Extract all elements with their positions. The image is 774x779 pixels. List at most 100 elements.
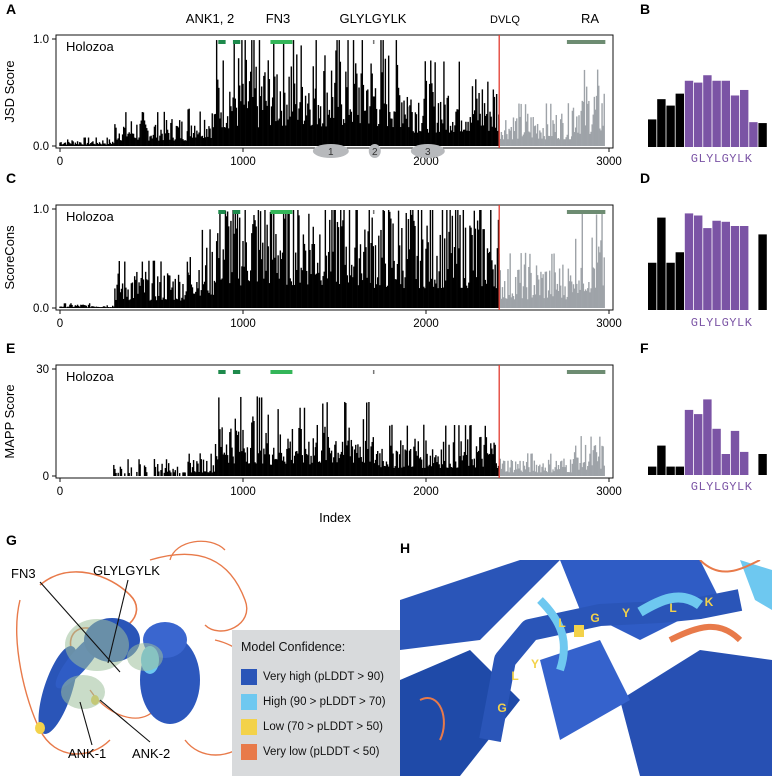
motif-bar (657, 217, 666, 310)
blue-sheet (400, 560, 560, 650)
motif-bar (648, 466, 657, 475)
x-axis-label: Index (319, 510, 351, 525)
score-bars (59, 40, 605, 146)
panel-letter-h: H (400, 540, 410, 556)
motif-bar (694, 82, 703, 147)
callout-line (99, 699, 151, 743)
motif-sequence-label: GLYLGYLK (691, 152, 753, 166)
jsd-score-track: Holozoa 0.0 1.0 JSD Score 0 1000 2000 3000 1 2 3 (2, 34, 622, 168)
legend-title: Model Confidence: (241, 640, 346, 654)
light-blue-loop (740, 560, 772, 610)
motif-sequence-label: GLYLGYLK (691, 316, 753, 330)
motif-bar (758, 123, 767, 147)
mapp-motif-bars: GLYLGYLK (648, 399, 767, 494)
motif-bar (684, 80, 694, 147)
x-tick-label: 0 (57, 486, 63, 498)
legend-item-low: Low (70 > pLDDT > 50) (241, 719, 383, 735)
motif-bar (712, 80, 721, 147)
model-confidence-legend: Model Confidence: Very high (pLDDT > 90)… (232, 630, 400, 776)
structure-panel-h: GLYL G Y L K (400, 560, 772, 776)
residue-label: Y (622, 606, 630, 620)
x-tick-label: 0 (57, 156, 63, 168)
light-blue-loop (637, 592, 703, 617)
region-marker-label: 3 (425, 147, 431, 158)
loop-region (169, 540, 226, 561)
jsd-motif-bars: GLYLGYLK (648, 75, 767, 166)
motif-sequence-label: GLYLGYLK (691, 480, 753, 494)
loop-region (149, 553, 248, 632)
x-tick-label: 1000 (230, 318, 256, 330)
motif-bar (675, 466, 684, 475)
x-tick-label: 3000 (596, 156, 622, 168)
motif-bar (666, 466, 675, 475)
x-tick-label: 3000 (596, 318, 622, 330)
label-glylgylk: GLYLGYLK (93, 563, 160, 578)
region-marker-label: 1 (328, 147, 334, 158)
ank-highlight (61, 675, 105, 709)
clade-label: Holozoa (66, 209, 114, 224)
legend-label: Very low (pLDDT < 50) (263, 746, 380, 758)
glyl-marker (372, 370, 375, 374)
motif-bar (675, 93, 684, 147)
motif-bar (648, 262, 657, 310)
ank1-domain-bar (218, 210, 226, 214)
motif-bar (666, 105, 675, 147)
region-marker (410, 144, 445, 158)
blue-sheet (620, 650, 772, 776)
low-swatch (241, 719, 257, 735)
region-marker (368, 144, 381, 158)
domain-label-ank: ANK1, 2 (186, 11, 234, 26)
motif-bar (703, 75, 712, 147)
motif-bar (657, 99, 666, 147)
motif-bar (730, 226, 740, 310)
glyl-marker (372, 40, 375, 44)
motif-bar (648, 119, 657, 147)
x-tick-label: 0 (57, 318, 63, 330)
domain-label-ra: RA (581, 11, 599, 26)
score-bars (59, 209, 605, 308)
legend-label: Very high (pLDDT > 90) (263, 671, 384, 683)
residue-label: K (705, 595, 714, 609)
domain-label-dvlq: DVLQ (490, 14, 520, 26)
label-ank-1: ANK-1 (68, 746, 106, 761)
legend-item-very-high: Very high (pLDDT > 90) (241, 669, 384, 685)
motif-bar (740, 89, 749, 147)
motif-bar (712, 220, 721, 310)
x-tick-label: 2000 (413, 156, 439, 168)
motif-bar (675, 252, 684, 310)
motif-strand (479, 589, 743, 743)
ra-domain-bar (566, 210, 606, 214)
motif-bar (730, 95, 740, 147)
motif-bar (758, 234, 767, 310)
low-confidence-region (35, 722, 45, 734)
orange-loop (699, 560, 761, 573)
motif-bar (740, 226, 749, 310)
motif-bar (703, 228, 712, 310)
panel-letter-e: E (6, 340, 15, 356)
fn3-domain-bar (270, 40, 293, 44)
y-tick-label: 30 (36, 364, 49, 376)
label-fn3: FN3 (11, 566, 36, 581)
motif-bar (666, 262, 675, 310)
motif-bar (758, 454, 767, 475)
callout-line (79, 701, 93, 746)
ank1-domain-bar (218, 370, 226, 374)
mapp-score-track: Holozoa 0 30 MAPP Score 0 1000 2000 3000 (2, 364, 622, 498)
motif-bar (721, 454, 730, 475)
domain-label-glyl: GLYLGYLK (340, 11, 407, 26)
motif-bar (657, 445, 666, 475)
panel-letter-c: C (6, 170, 16, 186)
very-low-swatch (241, 744, 257, 760)
motif-bar (684, 213, 694, 310)
structure-panel-g: FN3 GLYLGYLK ANK-1 ANK-2 (11, 540, 265, 761)
motif-bar (694, 414, 703, 475)
x-tick-label: 2000 (413, 318, 439, 330)
residue-label: L (558, 616, 565, 630)
very-high-swatch (241, 669, 257, 685)
x-tick-label: 1000 (230, 156, 256, 168)
high-swatch (241, 694, 257, 710)
motif-bar (740, 451, 749, 475)
clade-label: Holozoa (66, 369, 114, 384)
plot-frame (55, 204, 614, 311)
fn3-domain-bar (270, 210, 293, 214)
